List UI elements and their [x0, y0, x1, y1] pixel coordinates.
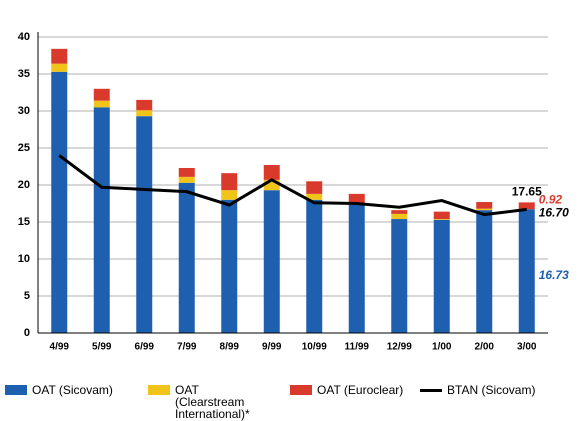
bar-segment [433, 219, 450, 220]
bar-segment [391, 210, 408, 214]
legend-swatch [148, 385, 170, 395]
bar-segment [476, 210, 493, 333]
x-tick-label: 2/00 [475, 342, 495, 353]
x-tick-label: 4/99 [50, 342, 70, 353]
legend-item: BTAN (Sicovam) [420, 384, 580, 396]
bar-segment [306, 193, 323, 200]
legend-label: OAT (Euroclear) [317, 383, 404, 397]
bar-segment [306, 199, 323, 333]
bar-segment [136, 110, 153, 117]
bar-segment [136, 116, 153, 334]
bar-segment [518, 202, 535, 210]
y-tick-label: 5 [24, 290, 30, 302]
bar-segment [476, 202, 493, 209]
euroclear-label: 0.92 [539, 193, 563, 207]
bar-segment [518, 209, 535, 333]
bar-segment [51, 48, 68, 64]
bar-segment [178, 182, 195, 333]
x-tick-label: 3/00 [517, 342, 537, 353]
legend-swatch [290, 385, 312, 395]
legend-item: OAT (Clearstream International)* [148, 384, 278, 420]
bar-segment [93, 100, 110, 108]
y-tick-label: 20 [18, 179, 30, 191]
legend-swatch [420, 389, 442, 392]
x-tick-label: 9/99 [262, 342, 282, 353]
bar-segment [221, 190, 238, 200]
bar-segment [93, 88, 110, 101]
x-tick-label: 8/99 [220, 342, 240, 353]
y-tick-label: 10 [18, 253, 30, 265]
line-value-label: 16.70 [539, 206, 569, 220]
bar-segment [391, 213, 408, 220]
bar-segment [433, 219, 450, 333]
bar-segment [51, 71, 68, 333]
y-tick-label: 0 [24, 327, 30, 339]
legend: OAT (Sicovam) OAT (Clearstream Internatio… [0, 384, 581, 420]
x-tick-label: 5/99 [92, 342, 112, 353]
legend-swatch [5, 385, 27, 395]
bar-segment [263, 165, 280, 180]
y-tick-label: 15 [18, 216, 30, 228]
legend-item: OAT (Euroclear) [290, 384, 415, 396]
bar-segment [433, 211, 450, 220]
line-series [58, 154, 527, 217]
legend-label: BTAN (Sicovam) [447, 383, 536, 397]
bar-segment [221, 173, 238, 191]
legend-label: OAT (Clearstream International)* [175, 383, 250, 421]
y-tick-label: 30 [18, 105, 30, 117]
bar-segment [263, 190, 280, 333]
x-tick-label: 10/99 [302, 342, 327, 353]
y-tick-label: 25 [18, 142, 30, 154]
x-tick-label: 11/99 [345, 342, 370, 353]
bar-segment [178, 167, 195, 177]
bar-segment [93, 107, 110, 333]
x-tick-label: 7/99 [177, 342, 197, 353]
bar-segment [391, 219, 408, 333]
bar-segment [263, 179, 280, 191]
y-tick-label: 35 [18, 68, 30, 80]
bar-segment [178, 176, 195, 183]
x-tick-label: 12/99 [387, 342, 412, 353]
bar-segment [348, 204, 365, 333]
bar-segment [306, 181, 323, 194]
legend-item: OAT (Sicovam) [5, 384, 145, 396]
sicovam-label: 16.73 [539, 268, 569, 282]
bar-segment [51, 63, 68, 72]
total-label: 17.65 [512, 185, 542, 199]
x-tick-label: 6/99 [135, 342, 155, 353]
x-tick-label: 1/00 [432, 342, 452, 353]
legend-label: OAT (Sicovam) [32, 383, 113, 397]
bar-segment [136, 99, 153, 111]
bar-segment [476, 208, 493, 211]
bar-segment [348, 193, 365, 203]
chart: 0 5 10 15 20 25 30 35 40 4/99 5/99 6/99 7/99 8/99 9/99… [18, 31, 569, 353]
bar-segment [221, 199, 238, 333]
y-tick-label: 40 [18, 31, 30, 43]
